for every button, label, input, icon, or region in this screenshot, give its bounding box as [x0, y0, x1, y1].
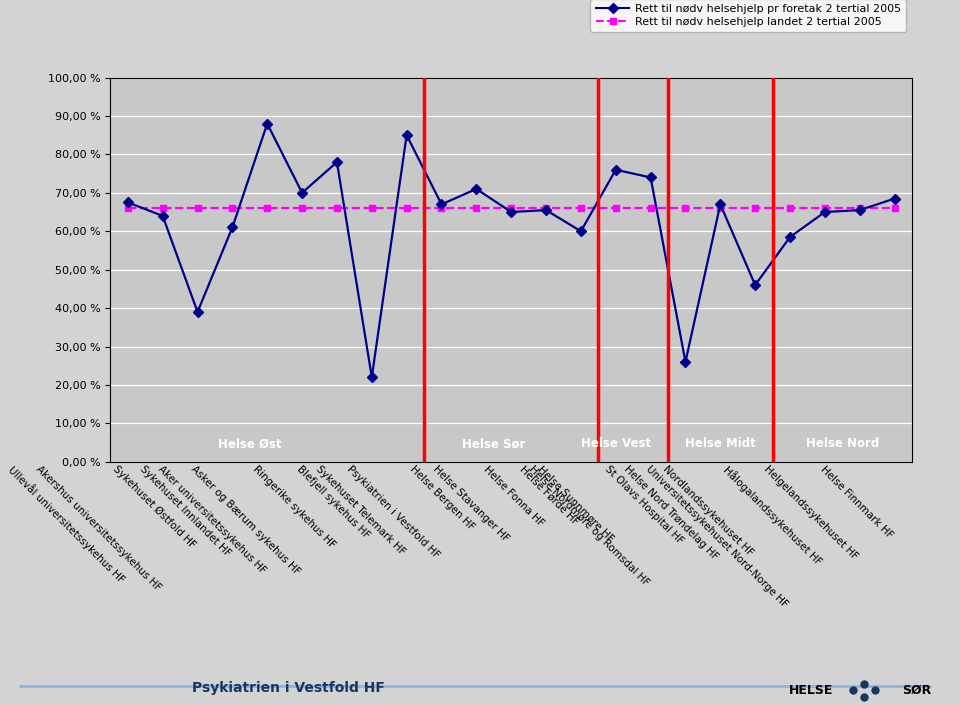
- Text: Nordlandssykehuset HF: Nordlandssykehuset HF: [661, 464, 756, 558]
- Text: Helse Finnmark HF: Helse Finnmark HF: [819, 464, 895, 540]
- Text: Universitetssykehuset Nord-Norge HF: Universitetssykehuset Nord-Norge HF: [644, 464, 790, 610]
- Text: Sykehuset Østfold HF: Sykehuset Østfold HF: [111, 464, 198, 551]
- Text: Helse Nord: Helse Nord: [805, 437, 879, 450]
- Text: Helse Stavanger HF: Helse Stavanger HF: [431, 464, 512, 544]
- Text: Aker universitetssykehus HF: Aker universitetssykehus HF: [156, 464, 267, 576]
- Text: Ullevål universitetssykehus HF: Ullevål universitetssykehus HF: [7, 464, 128, 585]
- Text: Helse Vest: Helse Vest: [581, 437, 651, 450]
- Text: St Olavs Hospital HF: St Olavs Hospital HF: [603, 464, 685, 546]
- Text: Akershus universitetssykehus HF: Akershus universitetssykehus HF: [34, 464, 162, 593]
- Text: HELSE: HELSE: [789, 684, 833, 697]
- Text: Helgelandssykehuset HF: Helgelandssykehuset HF: [762, 464, 860, 562]
- Text: Helse Sunnmøre HF: Helse Sunnmøre HF: [536, 464, 615, 544]
- Text: Hålogalandssykehuset HF: Hålogalandssykehuset HF: [721, 464, 825, 568]
- Text: Helse Øst: Helse Øst: [218, 437, 281, 450]
- Text: Asker og Bærum sykehus HF: Asker og Bærum sykehus HF: [189, 464, 302, 577]
- Text: Helse Nordmøre og Romsdal HF: Helse Nordmøre og Romsdal HF: [527, 464, 651, 588]
- Text: Ringerike sykehus HF: Ringerike sykehus HF: [251, 464, 337, 550]
- Text: Blefjell sykehus HF: Blefjell sykehus HF: [296, 464, 372, 541]
- Text: Sykehuset Innlandet HF: Sykehuset Innlandet HF: [138, 464, 232, 558]
- Text: Sykehuset Telemark HF: Sykehuset Telemark HF: [314, 464, 407, 557]
- Text: Helse Bergen HF: Helse Bergen HF: [408, 464, 476, 532]
- Legend: Rett til nødv helsehjelp pr foretak 2 tertial 2005, Rett til nødv helsehjelp lan: Rett til nødv helsehjelp pr foretak 2 te…: [590, 0, 906, 32]
- Text: Psykiatrien i Vestfold HF: Psykiatrien i Vestfold HF: [192, 681, 384, 695]
- Text: Helse Førde HF: Helse Førde HF: [518, 464, 581, 527]
- Text: Psykiatrien i Vestfold HF: Psykiatrien i Vestfold HF: [346, 464, 442, 560]
- Text: Helse Fonna HF: Helse Fonna HF: [482, 464, 546, 528]
- Text: Helse Midt: Helse Midt: [684, 437, 756, 450]
- Text: Helse Sør: Helse Sør: [462, 437, 525, 450]
- Text: SØR: SØR: [902, 684, 931, 697]
- Text: Helse Nord Trøndelag HF: Helse Nord Trøndelag HF: [622, 464, 720, 562]
